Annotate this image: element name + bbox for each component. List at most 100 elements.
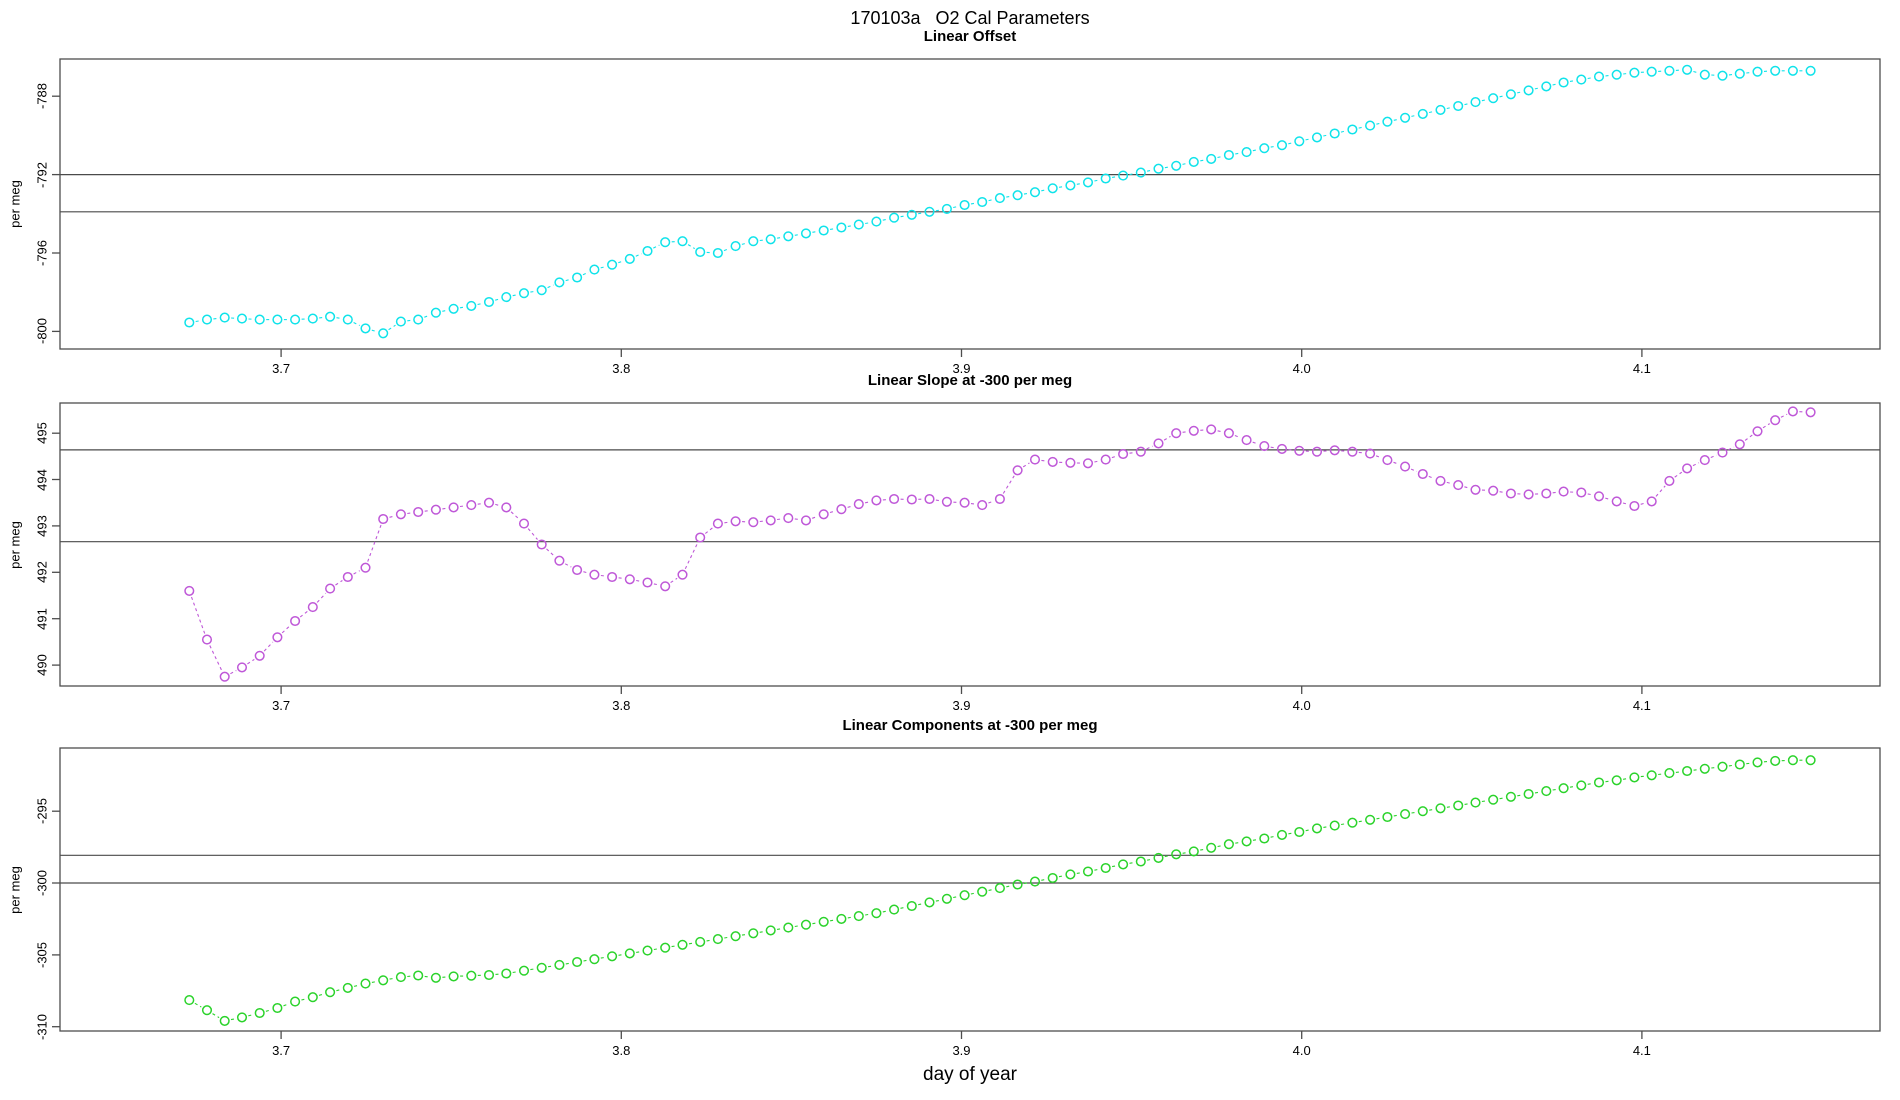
series-connector [1569, 785, 1575, 788]
data-point [607, 259, 618, 270]
series-connector [1622, 502, 1629, 505]
data-point [572, 956, 583, 968]
data-point [1787, 406, 1798, 417]
series-connector [565, 278, 571, 282]
data-point [219, 312, 230, 323]
series-connector [1323, 134, 1329, 137]
data-point [1400, 461, 1411, 472]
series-connector [1728, 73, 1734, 76]
data-point [959, 497, 970, 508]
series-connector [635, 253, 642, 257]
series-connector [1534, 791, 1540, 794]
data-point [818, 509, 829, 520]
series-connector [777, 518, 782, 521]
data-point [924, 493, 935, 505]
data-point [1100, 454, 1111, 465]
data-point [307, 992, 318, 1003]
data-point [607, 571, 618, 583]
data-point [342, 314, 353, 325]
data-point [1611, 775, 1622, 786]
y-tick-label: -788 [34, 83, 50, 110]
series-connector [1111, 865, 1117, 868]
data-point [712, 518, 723, 529]
series-connector [1358, 126, 1364, 129]
data-point [201, 1005, 213, 1016]
data-point [607, 951, 618, 962]
series-connector [970, 202, 976, 205]
series-connector [1711, 766, 1717, 769]
data-point [1541, 786, 1552, 797]
series-connector [527, 528, 538, 540]
data-point [430, 972, 441, 983]
data-point [501, 502, 512, 513]
series-connector [299, 610, 309, 618]
data-point [660, 581, 671, 592]
data-point [1629, 500, 1640, 512]
series-connector [336, 317, 342, 320]
data-point [1699, 763, 1710, 774]
series-connector [794, 518, 800, 521]
x-axis-label: day of year [923, 1064, 1017, 1085]
data-point [290, 615, 301, 627]
series-connector [583, 959, 589, 962]
series-connector [1288, 832, 1293, 835]
data-point [1576, 780, 1587, 791]
series-connector [1446, 106, 1452, 110]
data-point [290, 314, 301, 325]
data-point [1400, 112, 1411, 123]
data-point [1505, 791, 1516, 802]
data-point [360, 562, 371, 573]
data-point [290, 996, 301, 1007]
data-point [1523, 85, 1534, 96]
plot-box [59, 402, 1881, 687]
data-point [536, 539, 547, 550]
data-point [1664, 65, 1675, 76]
data-point [272, 632, 283, 643]
data-point [518, 965, 530, 976]
series-connector [1076, 182, 1082, 185]
series-connector [230, 1018, 236, 1021]
series-connector [1217, 844, 1223, 848]
series-connector [724, 936, 730, 939]
data-point [1752, 66, 1763, 77]
data-point [378, 975, 389, 986]
series-connector [1041, 459, 1047, 462]
series-connector [671, 945, 677, 948]
data-point [1029, 876, 1041, 887]
data-point [360, 978, 371, 989]
data-point [836, 222, 847, 233]
data-point [1329, 445, 1340, 456]
data-point [395, 509, 406, 520]
data-point [1276, 140, 1288, 151]
data-point [466, 970, 477, 981]
data-point [184, 995, 195, 1006]
series-connector [230, 670, 237, 675]
series-connector [1270, 835, 1276, 838]
data-point [783, 231, 794, 242]
series-connector [1235, 152, 1241, 155]
series-connector [1129, 452, 1135, 454]
data-point [1223, 149, 1234, 161]
series-connector [1305, 829, 1311, 832]
data-point [272, 314, 283, 325]
series-connector [1623, 72, 1628, 75]
series-connector [1446, 481, 1452, 485]
data-point [1734, 439, 1745, 450]
series-connector [1428, 110, 1435, 114]
x-tick-label: 3.7 [272, 1043, 291, 1058]
series-connector [389, 977, 395, 980]
data-point [1329, 128, 1340, 139]
y-tick-label: -310 [34, 1013, 50, 1040]
data-point [748, 928, 759, 939]
data-point [342, 982, 353, 993]
data-point [1417, 806, 1428, 817]
data-point [642, 245, 653, 257]
series-connector [1587, 493, 1593, 496]
series-connector [190, 596, 206, 634]
y-tick-label: -796 [34, 239, 50, 266]
series-connector [336, 988, 342, 992]
series-connector [704, 527, 714, 534]
series-connector [1746, 762, 1752, 765]
series-connector [1655, 485, 1666, 497]
